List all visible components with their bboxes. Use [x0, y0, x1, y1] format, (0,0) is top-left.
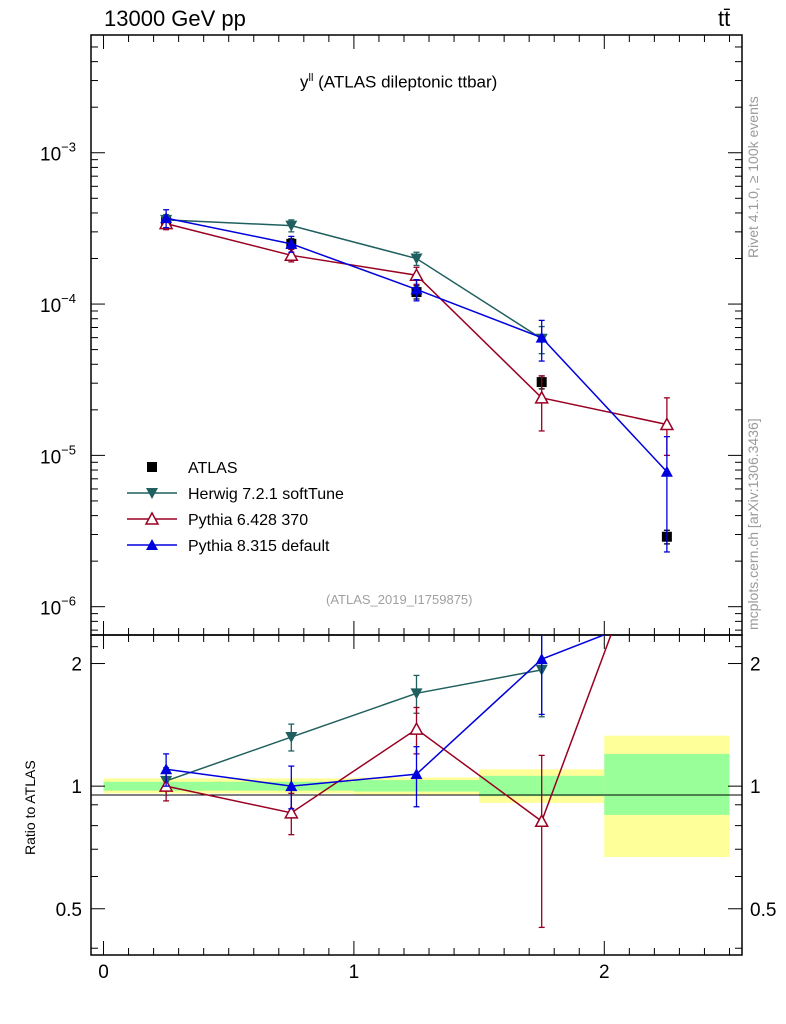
- series-line-herwig: [166, 219, 543, 340]
- main-ytick-label: 10−6: [40, 594, 76, 620]
- title-superscript: ll: [308, 72, 314, 84]
- title-main: y: [300, 72, 309, 92]
- legend: ATLAS Herwig 7.2.1 softTune Pythia 6.428 3…: [127, 460, 344, 555]
- ratio-xtick-label: 1: [349, 962, 360, 983]
- main-ytick-label: 10−3: [40, 140, 76, 166]
- ratio-ytick-label-left: 0.5: [56, 900, 82, 921]
- plot-title: yll (ATLAS dileptonic ttbar): [300, 72, 497, 93]
- point-pythia8: [661, 604, 673, 615]
- process-label: tt̄: [718, 6, 731, 31]
- legend-marker-pythia6: [144, 511, 160, 525]
- legend-label-pythia8: Pythia 8.315 default: [188, 538, 330, 555]
- point-pythia8: [160, 212, 173, 224]
- ratio-ytick-label-left: 2: [71, 655, 82, 676]
- legend-label-pythia6: Pythia 6.428 370: [188, 512, 308, 529]
- point-pythia6: [659, 416, 675, 431]
- point-pythia6: [534, 813, 549, 828]
- point-herwig: [285, 732, 298, 744]
- point-pythia8: [410, 768, 423, 780]
- ratio-ylabel: Ratio to ATLAS: [22, 760, 38, 855]
- axis-tick-labels: 10−6 10−5 10−4 10−3 0 1 2 0.5 0.5 1 1 2 2: [40, 140, 776, 983]
- point-herwig: [285, 220, 298, 232]
- main-ytick-label: 10−5: [40, 442, 76, 468]
- ratio-series-group: [158, 604, 673, 929]
- ratio-ytick-label-right: 1: [750, 777, 761, 798]
- point-herwig: [410, 253, 423, 265]
- point-pythia6: [284, 805, 299, 819]
- point-pythia6: [284, 247, 299, 262]
- axis-ticks: [91, 34, 742, 955]
- point-pythia8: [160, 763, 173, 775]
- point-pythia8: [410, 283, 423, 295]
- point-herwig: [410, 688, 423, 700]
- main-series-group: [158, 209, 675, 553]
- ratio-xtick-label: 0: [98, 962, 109, 983]
- title-rest: (ATLAS dileptonic ttbar): [313, 72, 498, 92]
- series-line-herwig: [165, 669, 542, 782]
- point-pythia6: [534, 390, 549, 404]
- point-pythia8: [660, 465, 673, 477]
- main-ytick-label: 10−4: [40, 291, 76, 317]
- legend-marker-herwig: [146, 488, 158, 499]
- band-inner: [604, 753, 730, 815]
- legend-marker-pythia8: [146, 539, 158, 550]
- ratio-ytick-label-left: 1: [71, 777, 82, 798]
- ratio-ytick-label-right: 2: [750, 655, 761, 676]
- point-pythia8: [535, 331, 548, 343]
- point-pythia8: [285, 780, 298, 792]
- legend-label-atlas: ATLAS: [188, 460, 238, 477]
- point-pythia8: [285, 237, 298, 249]
- mcplots-label: mcplots.cern.ch [arXiv:1306.3436]: [745, 418, 761, 630]
- point-pythia8: [535, 653, 548, 665]
- legend-marker-atlas: [147, 462, 157, 472]
- analysis-id: (ATLAS_2019_I1759875): [326, 592, 473, 607]
- ratio-xtick-label: 2: [599, 962, 610, 983]
- energy-label: 13000 GeV pp: [104, 6, 246, 31]
- point-pythia6: [409, 721, 424, 735]
- rivet-label: Rivet 4.1.0, ≥ 100k events: [745, 96, 761, 258]
- legend-label-herwig: Herwig 7.2.1 softTune: [188, 486, 344, 503]
- ratio-ytick-label-right: 0.5: [750, 900, 776, 921]
